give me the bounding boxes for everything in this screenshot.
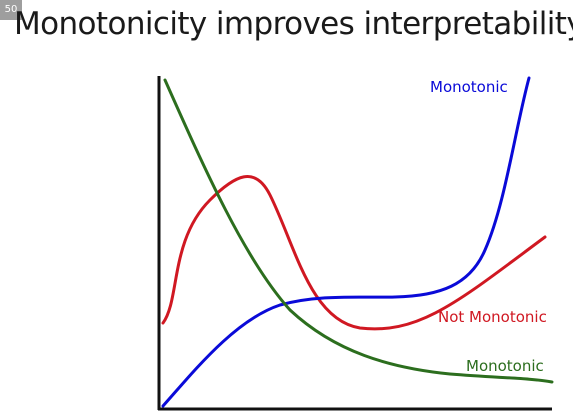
- curve-monotonic-blue: [161, 76, 531, 408]
- label-monotonic-blue: Monotonic: [430, 78, 508, 96]
- label-not-monotonic: Not Monotonic: [438, 308, 547, 326]
- label-monotonic-green: Monotonic: [466, 357, 544, 375]
- curve-monotonic-green: [163, 78, 554, 384]
- slide-number-badge: 50: [0, 0, 22, 20]
- slide-title: Monotonicity improves interpretability: [14, 6, 573, 42]
- curve-not-monotonic: [161, 175, 547, 331]
